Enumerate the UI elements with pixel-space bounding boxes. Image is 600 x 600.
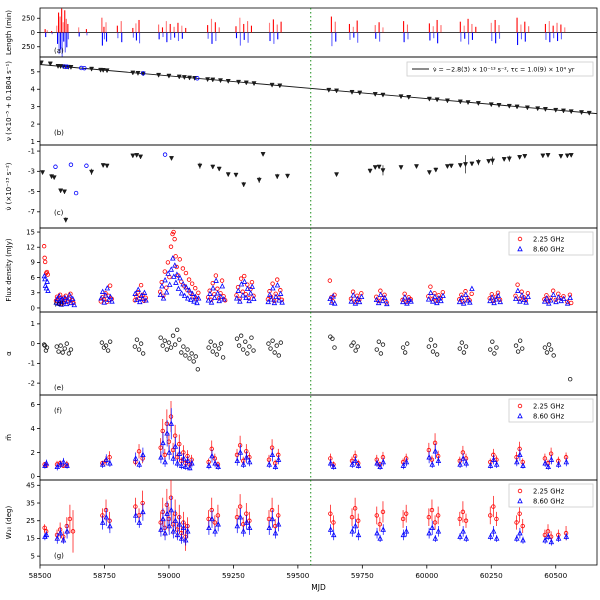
ytick-label: 3 (31, 289, 35, 297)
ytick-label: 1 (31, 138, 35, 146)
panel-g-frame (39, 479, 598, 566)
legend-label-freq1: 2.25 GHz (533, 488, 565, 496)
legend-g: 2.25 GHz 8.60 GHz (508, 483, 594, 508)
ytick-label: 2 (31, 120, 35, 128)
ytick-label: 250 (22, 43, 35, 51)
ytick-label: 45 (26, 482, 35, 490)
ytick-label: -1 (28, 360, 35, 368)
legend-triangle-icon (517, 245, 523, 252)
ytick-label: 0 (31, 473, 35, 481)
xtick-label: 59500 (286, 571, 309, 580)
ytick-label: -3 (28, 168, 35, 176)
ytick-label: 9 (31, 259, 35, 267)
legend-circle-icon (517, 236, 523, 242)
series-spectral-index (41, 327, 573, 382)
legend-text-fit: ν̇ = −2.8(3) × 10⁻¹³ s⁻², τc = 1.0(9) × … (433, 66, 575, 74)
legend-label-freq1: 2.25 GHz (533, 403, 565, 411)
ytick-label: 6 (31, 401, 36, 409)
panel-a: 250 0 250 Length (min) (a) (5, 7, 598, 58)
x-axis-label: MJD (311, 583, 326, 592)
xtick-label: 60000 (415, 571, 438, 580)
panel-e: 1 0 -1 -2 α (e) (5, 311, 598, 396)
ytick-label: 0 (31, 29, 35, 37)
panel-c: -1 -3 -5 -7 ν̇ (×10⁻¹³ s⁻²) (c) (5, 144, 598, 229)
legend-triangle-icon (517, 412, 523, 419)
series-obs-length-up (44, 8, 566, 33)
legend-circle-icon (517, 488, 523, 494)
panel-c-frame (39, 144, 598, 229)
series-width-2.25GHz (42, 480, 569, 553)
xtick-label: 58750 (93, 571, 116, 580)
ytick-label: -2 (28, 379, 35, 387)
series-mod-index-8.60GHz (42, 408, 570, 471)
ytick-label: -7 (28, 208, 35, 216)
y-axis-label-f: m̃ (5, 434, 13, 441)
panel-letter-c: (c) (54, 209, 64, 217)
y-axis-label-b: ν (×10⁻⁵ + 0.1804 s⁻¹) (5, 61, 13, 141)
panel-letter-d: (d) (54, 300, 64, 308)
panel-letter-a: (a) (54, 47, 64, 55)
series-nu-measurements (40, 60, 592, 116)
legend-b: ν̇ = −2.8(3) × 10⁻¹³ s⁻², τc = 1.0(9) × … (406, 61, 594, 77)
ytick-label: 5 (31, 68, 35, 76)
series-width-8.60GHz (42, 495, 570, 546)
ytick-label: -5 (28, 188, 35, 196)
xtick-label: 60250 (480, 571, 503, 580)
legend-label-freq2: 8.60 GHz (533, 498, 565, 506)
series-nudot-circle-points (53, 152, 168, 196)
ytick-label: 12 (26, 244, 35, 252)
series-flux-2.25GHz (41, 229, 574, 306)
ytick-label: 2 (31, 449, 35, 457)
y-axis-label-c: ν̇ (×10⁻¹³ s⁻²) (5, 162, 13, 210)
legend-triangle-icon (517, 497, 523, 504)
y-axis-label-a: Length (min) (5, 10, 13, 55)
y-axis-label-g: W₁₀ (deg) (5, 506, 13, 540)
y-axis-label-d: Flux density (mJy) (5, 238, 13, 301)
ytick-label: 35 (26, 499, 35, 507)
legend-d: 2.25 GHz 8.60 GHz (508, 231, 594, 256)
ytick-label: 5 (31, 552, 35, 560)
ytick-label: 4 (31, 86, 36, 94)
series-nudot-measurements (40, 152, 574, 223)
ytick-label: 1 (31, 320, 35, 328)
ytick-label: 3 (31, 103, 35, 111)
panel-d: 15 12 9 6 3 0 Flux density (mJy) (d) 2.25 GHz 8.6… (5, 227, 598, 313)
panel-letter-f: (f) (54, 407, 62, 415)
ytick-label: 4 (31, 425, 36, 433)
xtick-label: 59750 (351, 571, 374, 580)
y-axis-label-e: α (5, 351, 13, 356)
series-nu-circle-points (62, 64, 200, 81)
panel-g: 45 35 25 15 5 W₁₀ (deg) (g) 2.25 GHz 8.60 GHz (5, 479, 598, 566)
panel-letter-b: (b) (54, 129, 64, 137)
panel-e-frame (39, 311, 598, 396)
panel-letter-e: (e) (54, 384, 64, 392)
legend-circle-icon (517, 403, 523, 409)
ytick-label: 25 (26, 517, 35, 525)
xtick-label: 59000 (157, 571, 180, 580)
ytick-label: -1 (28, 147, 35, 155)
series-obs-length-down (45, 32, 562, 57)
xtick-label: 60500 (544, 571, 567, 580)
ytick-label: 15 (26, 228, 35, 236)
legend-label-freq1: 2.25 GHz (533, 236, 565, 244)
legend-label-freq2: 8.60 GHz (533, 246, 565, 254)
panel-letter-g: (g) (54, 552, 64, 560)
legend-label-freq2: 8.60 GHz (533, 413, 565, 421)
ytick-label: 15 (26, 535, 35, 543)
xtick-label: 59250 (222, 571, 245, 580)
series-flux-8.60GHz (41, 255, 573, 308)
ytick-label: 250 (22, 15, 35, 23)
ytick-label: 6 (31, 274, 36, 282)
series-mod-index-2.25GHz (42, 400, 569, 469)
ytick-label: 0 (31, 304, 35, 312)
panel-b: 5 4 3 2 1 ν (×10⁻⁵ + 0.1804 s⁻¹) (b) ν̇ = −2.8(… (5, 56, 598, 146)
legend-f: 2.25 GHz 8.60 GHz (508, 398, 594, 423)
ytick-label: 0 (31, 340, 35, 348)
xtick-label: 58500 (29, 571, 52, 580)
panel-f: 6 4 2 0 m̃ (f) 2.25 GHz 8.60 GHz (5, 394, 598, 481)
